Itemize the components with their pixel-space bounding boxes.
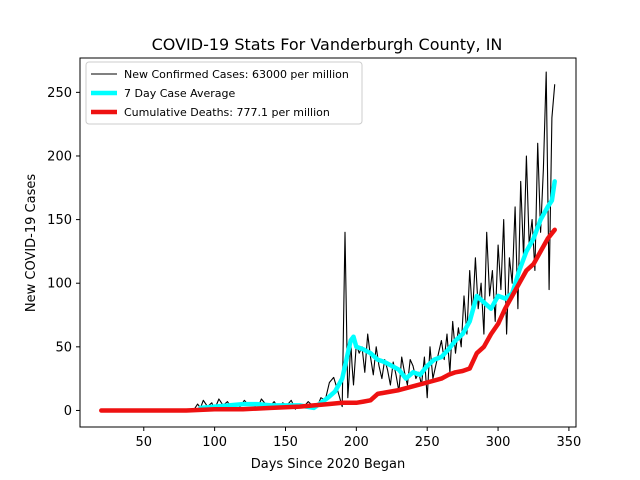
legend-label-1: 7 Day Case Average [124, 87, 236, 100]
x-tick-label-6: 350 [557, 435, 582, 450]
legend-label-0: New Confirmed Cases: 63000 per million [124, 68, 349, 81]
series-line-1 [198, 179, 557, 411]
x-tick-label-4: 250 [415, 435, 440, 450]
chart-title: COVID-19 Stats For Vanderburgh County, I… [152, 35, 503, 54]
series-layer [99, 71, 557, 413]
y-axis-label: New COVID-19 Cases [24, 174, 39, 312]
y-tick-label-2: 100 [47, 277, 72, 292]
x-axis-label: Days Since 2020 Began [251, 457, 406, 472]
y-axis: 0 50 100 150 200 250 [47, 86, 80, 419]
x-tick-label-2: 150 [273, 435, 298, 450]
y-tick-label-5: 250 [47, 86, 72, 101]
y-tick-label-3: 150 [47, 213, 72, 228]
legend-label-2: Cumulative Deaths: 777.1 per million [124, 106, 330, 119]
y-tick-label-0: 0 [64, 404, 72, 419]
x-tick-label-5: 300 [486, 435, 511, 450]
series-line-2 [99, 227, 557, 413]
y-tick-label-1: 50 [55, 340, 72, 355]
x-tick-label-1: 100 [202, 435, 227, 450]
x-axis: 50 100 150 200 250 300 350 [135, 427, 581, 450]
x-tick-label-0: 50 [135, 435, 152, 450]
legend: New Confirmed Cases: 63000 per million 7 … [85, 61, 363, 125]
y-tick-label-4: 200 [47, 149, 72, 164]
x-tick-label-3: 200 [344, 435, 369, 450]
legend-box [85, 61, 363, 125]
plot-frame [79, 57, 577, 428]
